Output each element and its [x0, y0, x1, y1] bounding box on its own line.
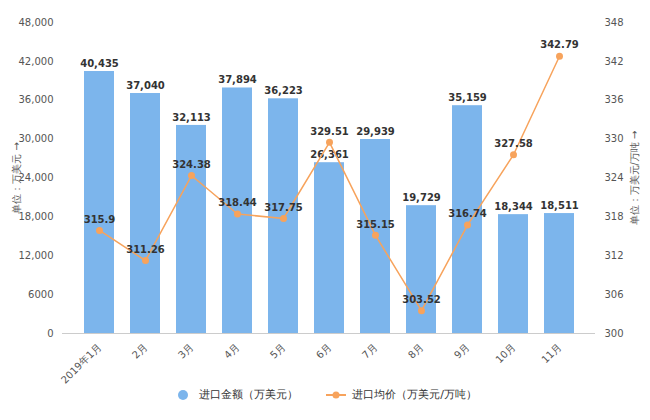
- html-text:进口金额（万美元）: 进口金额（万美元）: [199, 388, 299, 401]
- svg-text:6月: 6月: [314, 341, 333, 360]
- svg-text:5月: 5月: [268, 341, 287, 360]
- svg-text:单位：万美元 →: 单位：万美元 →: [11, 142, 22, 214]
- svg-text:342.79: 342.79: [540, 39, 579, 50]
- svg-text:2019年1月: 2019年1月: [59, 341, 103, 385]
- svg-text:18,000: 18,000: [19, 211, 54, 222]
- svg-text:40,435: 40,435: [80, 58, 119, 69]
- svg-text:37,040: 37,040: [126, 80, 165, 91]
- svg-text:330: 330: [605, 133, 624, 144]
- svg-text:2月: 2月: [130, 341, 149, 360]
- svg-text:318: 318: [605, 211, 624, 222]
- svg-text:348: 348: [605, 17, 624, 28]
- svg-text:11月: 11月: [539, 341, 563, 365]
- svg-text:7月: 7月: [360, 341, 379, 360]
- svg-text:35,159: 35,159: [448, 92, 487, 103]
- svg-text:30,000: 30,000: [19, 133, 54, 144]
- svg-text:19,729: 19,729: [402, 192, 441, 203]
- svg-text:单位：万美元/万吨 →: 单位：万美元/万吨 →: [629, 131, 640, 226]
- svg-text:311.26: 311.26: [126, 244, 165, 255]
- html-text:进口均价（万美元/万吨）: 进口均价（万美元/万吨）: [352, 388, 477, 401]
- svg-text:4月: 4月: [222, 341, 241, 360]
- svg-text:26,361: 26,361: [310, 149, 349, 160]
- svg-text:317.75: 317.75: [264, 202, 303, 213]
- svg-text:9月: 9月: [452, 341, 471, 360]
- svg-text:32,113: 32,113: [172, 112, 211, 123]
- svg-text:327.58: 327.58: [494, 138, 533, 149]
- svg-text:324: 324: [605, 172, 624, 183]
- svg-text:315.15: 315.15: [356, 219, 395, 230]
- svg-text:303.52: 303.52: [402, 294, 441, 305]
- svg-text:336: 336: [605, 94, 624, 105]
- svg-text:8月: 8月: [406, 341, 425, 360]
- svg-text:42,000: 42,000: [19, 56, 54, 67]
- svg-text:36,000: 36,000: [19, 94, 54, 105]
- svg-text:306: 306: [605, 289, 624, 300]
- svg-text:6000: 6000: [28, 289, 53, 300]
- svg-text:29,939: 29,939: [356, 126, 395, 137]
- svg-text:37,894: 37,894: [218, 74, 257, 85]
- svg-text:329.51: 329.51: [310, 125, 349, 136]
- svg-text:342: 342: [605, 56, 624, 67]
- svg-text:324.38: 324.38: [172, 159, 211, 170]
- svg-text:24,000: 24,000: [19, 172, 54, 183]
- svg-text:0: 0: [47, 328, 53, 339]
- svg-text:48,000: 48,000: [19, 17, 54, 28]
- svg-text:36,223: 36,223: [264, 85, 303, 96]
- svg-text:12,000: 12,000: [19, 250, 54, 261]
- svg-text:318.44: 318.44: [218, 197, 257, 208]
- svg-text:18,511: 18,511: [540, 200, 579, 211]
- svg-text:18,344: 18,344: [494, 201, 533, 212]
- svg-text:3月: 3月: [176, 341, 195, 360]
- svg-text:315.9: 315.9: [84, 214, 116, 225]
- svg-text:300: 300: [605, 328, 624, 339]
- svg-text:312: 312: [605, 250, 624, 261]
- svg-text:10月: 10月: [493, 341, 517, 365]
- svg-text:316.74: 316.74: [448, 208, 487, 219]
